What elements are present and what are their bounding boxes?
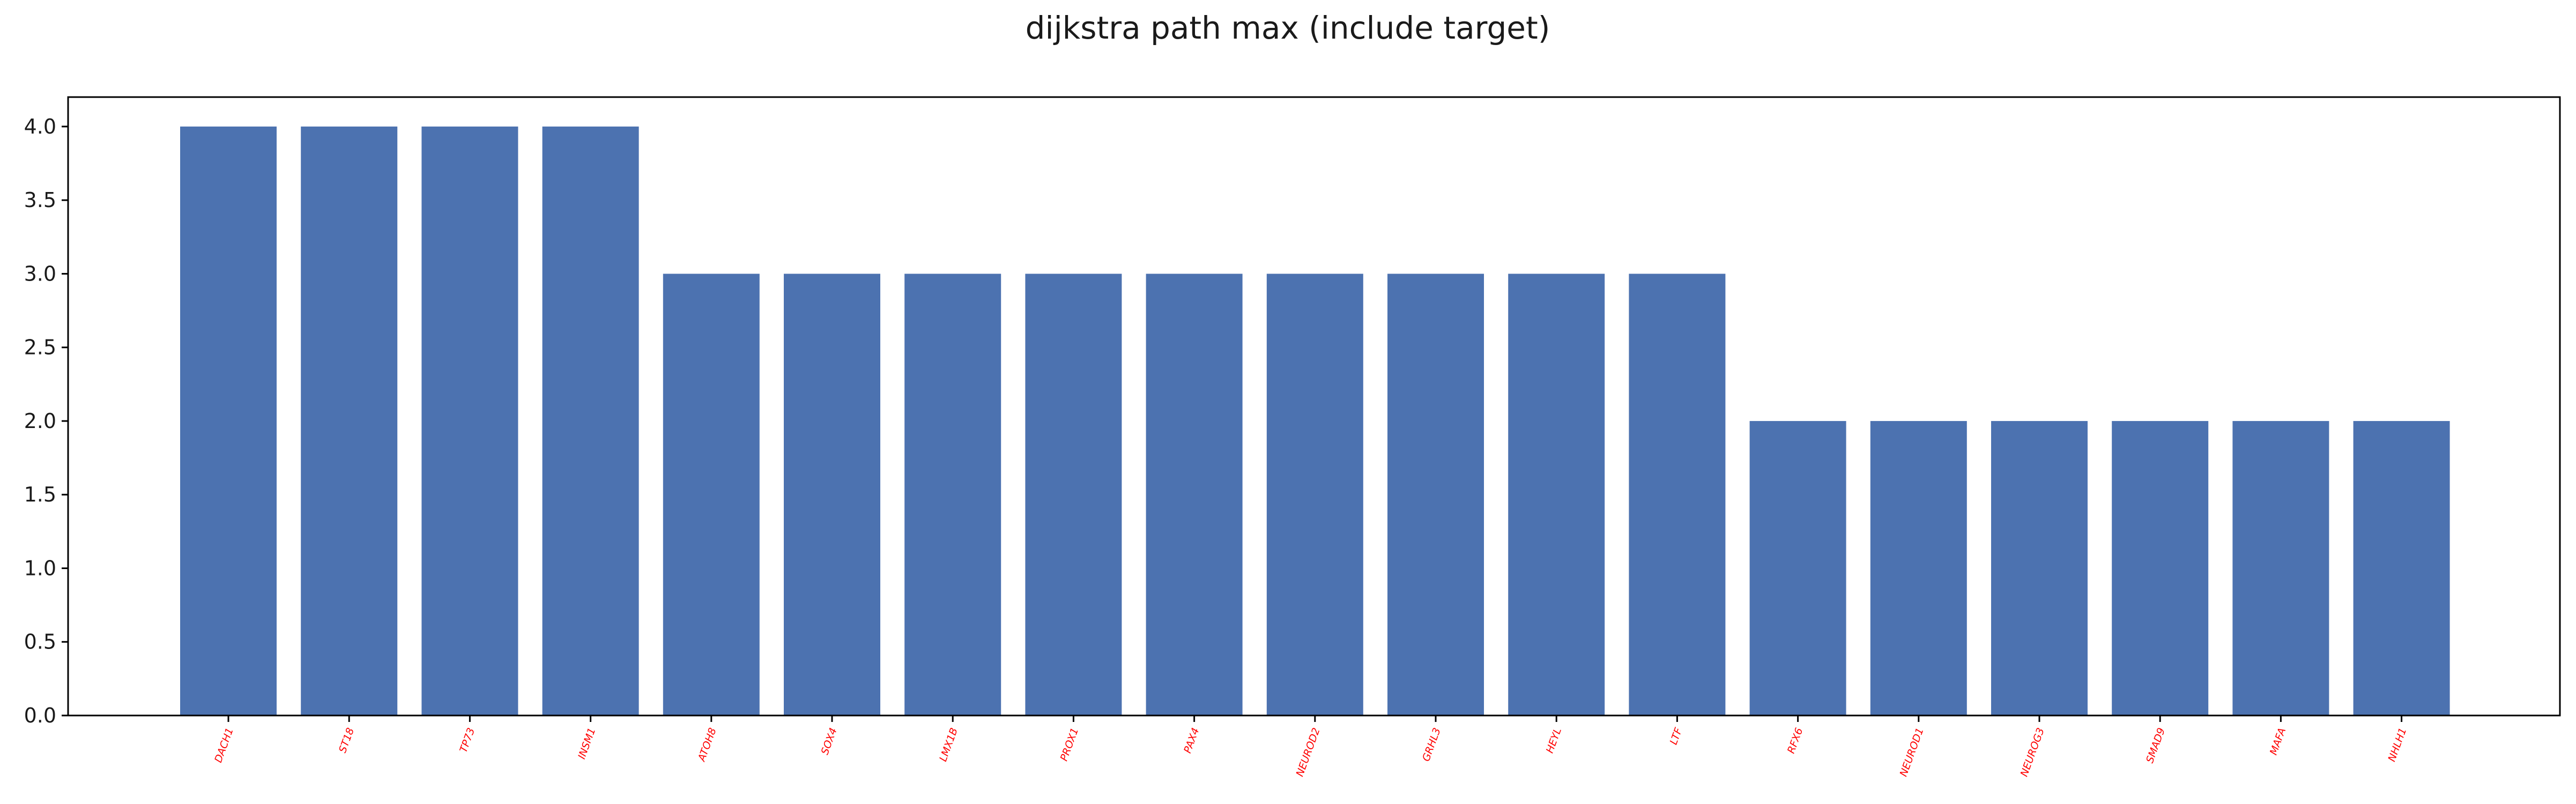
bar-lmx1b [904, 274, 1001, 716]
y-tick-label: 4.0 [24, 115, 56, 138]
bar-dach1 [180, 126, 277, 716]
bar-pax4 [1146, 274, 1243, 716]
y-tick-label: 2.5 [24, 336, 56, 359]
x-tick-label: SOX4 [819, 726, 840, 756]
x-tick-label: RFX6 [1785, 726, 1806, 755]
bar-smad9 [2112, 421, 2209, 716]
x-tick-label: DACH1 [212, 726, 236, 764]
x-tick-label: LTF [1668, 726, 1685, 746]
x-tick-label: NEUROD1 [1898, 726, 1926, 778]
bar-neurod2 [1266, 274, 1363, 716]
bar-neurod1 [1870, 421, 1967, 716]
bar-neurog3 [1991, 421, 2088, 716]
x-tick-label: NHLH1 [2386, 726, 2409, 763]
x-tick-label: TP73 [457, 726, 477, 754]
bars-layer [180, 126, 2450, 716]
y-tick-label: 2.0 [24, 409, 56, 433]
x-tick-label: INSM1 [576, 726, 598, 761]
bar-ltf [1629, 274, 1726, 716]
bar-atoh8 [663, 274, 760, 716]
bar-st18 [301, 126, 398, 716]
y-tick-label: 3.5 [24, 188, 56, 212]
y-tick-label: 1.0 [24, 556, 56, 580]
x-tick-label: PAX4 [1182, 726, 1201, 755]
bar-prox1 [1025, 274, 1122, 716]
bar-sox4 [784, 274, 880, 716]
x-tick-label: GRHL3 [1420, 726, 1443, 763]
x-tick-label: NEUROD2 [1294, 726, 1323, 778]
plot-frame [67, 96, 2561, 717]
x-tick-label: MAFA [2268, 726, 2289, 757]
x-tick-label: ST18 [337, 726, 357, 754]
x-tick-label: ATOH8 [695, 726, 718, 764]
bar-tp73 [421, 126, 518, 716]
x-tick-label: SMAD9 [2144, 726, 2167, 765]
bar-grhl3 [1387, 274, 1484, 716]
bar-mafa [2232, 421, 2329, 716]
y-tick-label: 0.5 [24, 630, 56, 654]
x-tick-label: LMX1B [937, 726, 960, 763]
y-tick-label: 1.5 [24, 483, 56, 506]
bar-rfx6 [1749, 421, 1846, 716]
y-tick-label: 0.0 [24, 704, 56, 727]
x-tick-label: NEUROG3 [2018, 726, 2047, 778]
bar-nhlh1 [2353, 421, 2450, 716]
bar-insm1 [542, 126, 639, 716]
chart-title: dijkstra path max (include target) [1026, 10, 1550, 46]
y-axis: 0.0 0.5 1.0 1.5 2.0 2.5 3.0 3.5 4.0 [24, 115, 68, 727]
x-tick-label: PROX1 [1058, 726, 1081, 763]
x-tick-label: HEYL [1544, 726, 1564, 755]
bar-heyl [1508, 274, 1605, 716]
y-tick-label: 3.0 [24, 262, 56, 285]
x-axis: DACH1 ST18 TP73 INSM1 ATOH8 SOX4 LMX1B PROX1 PAX… [212, 716, 2409, 778]
